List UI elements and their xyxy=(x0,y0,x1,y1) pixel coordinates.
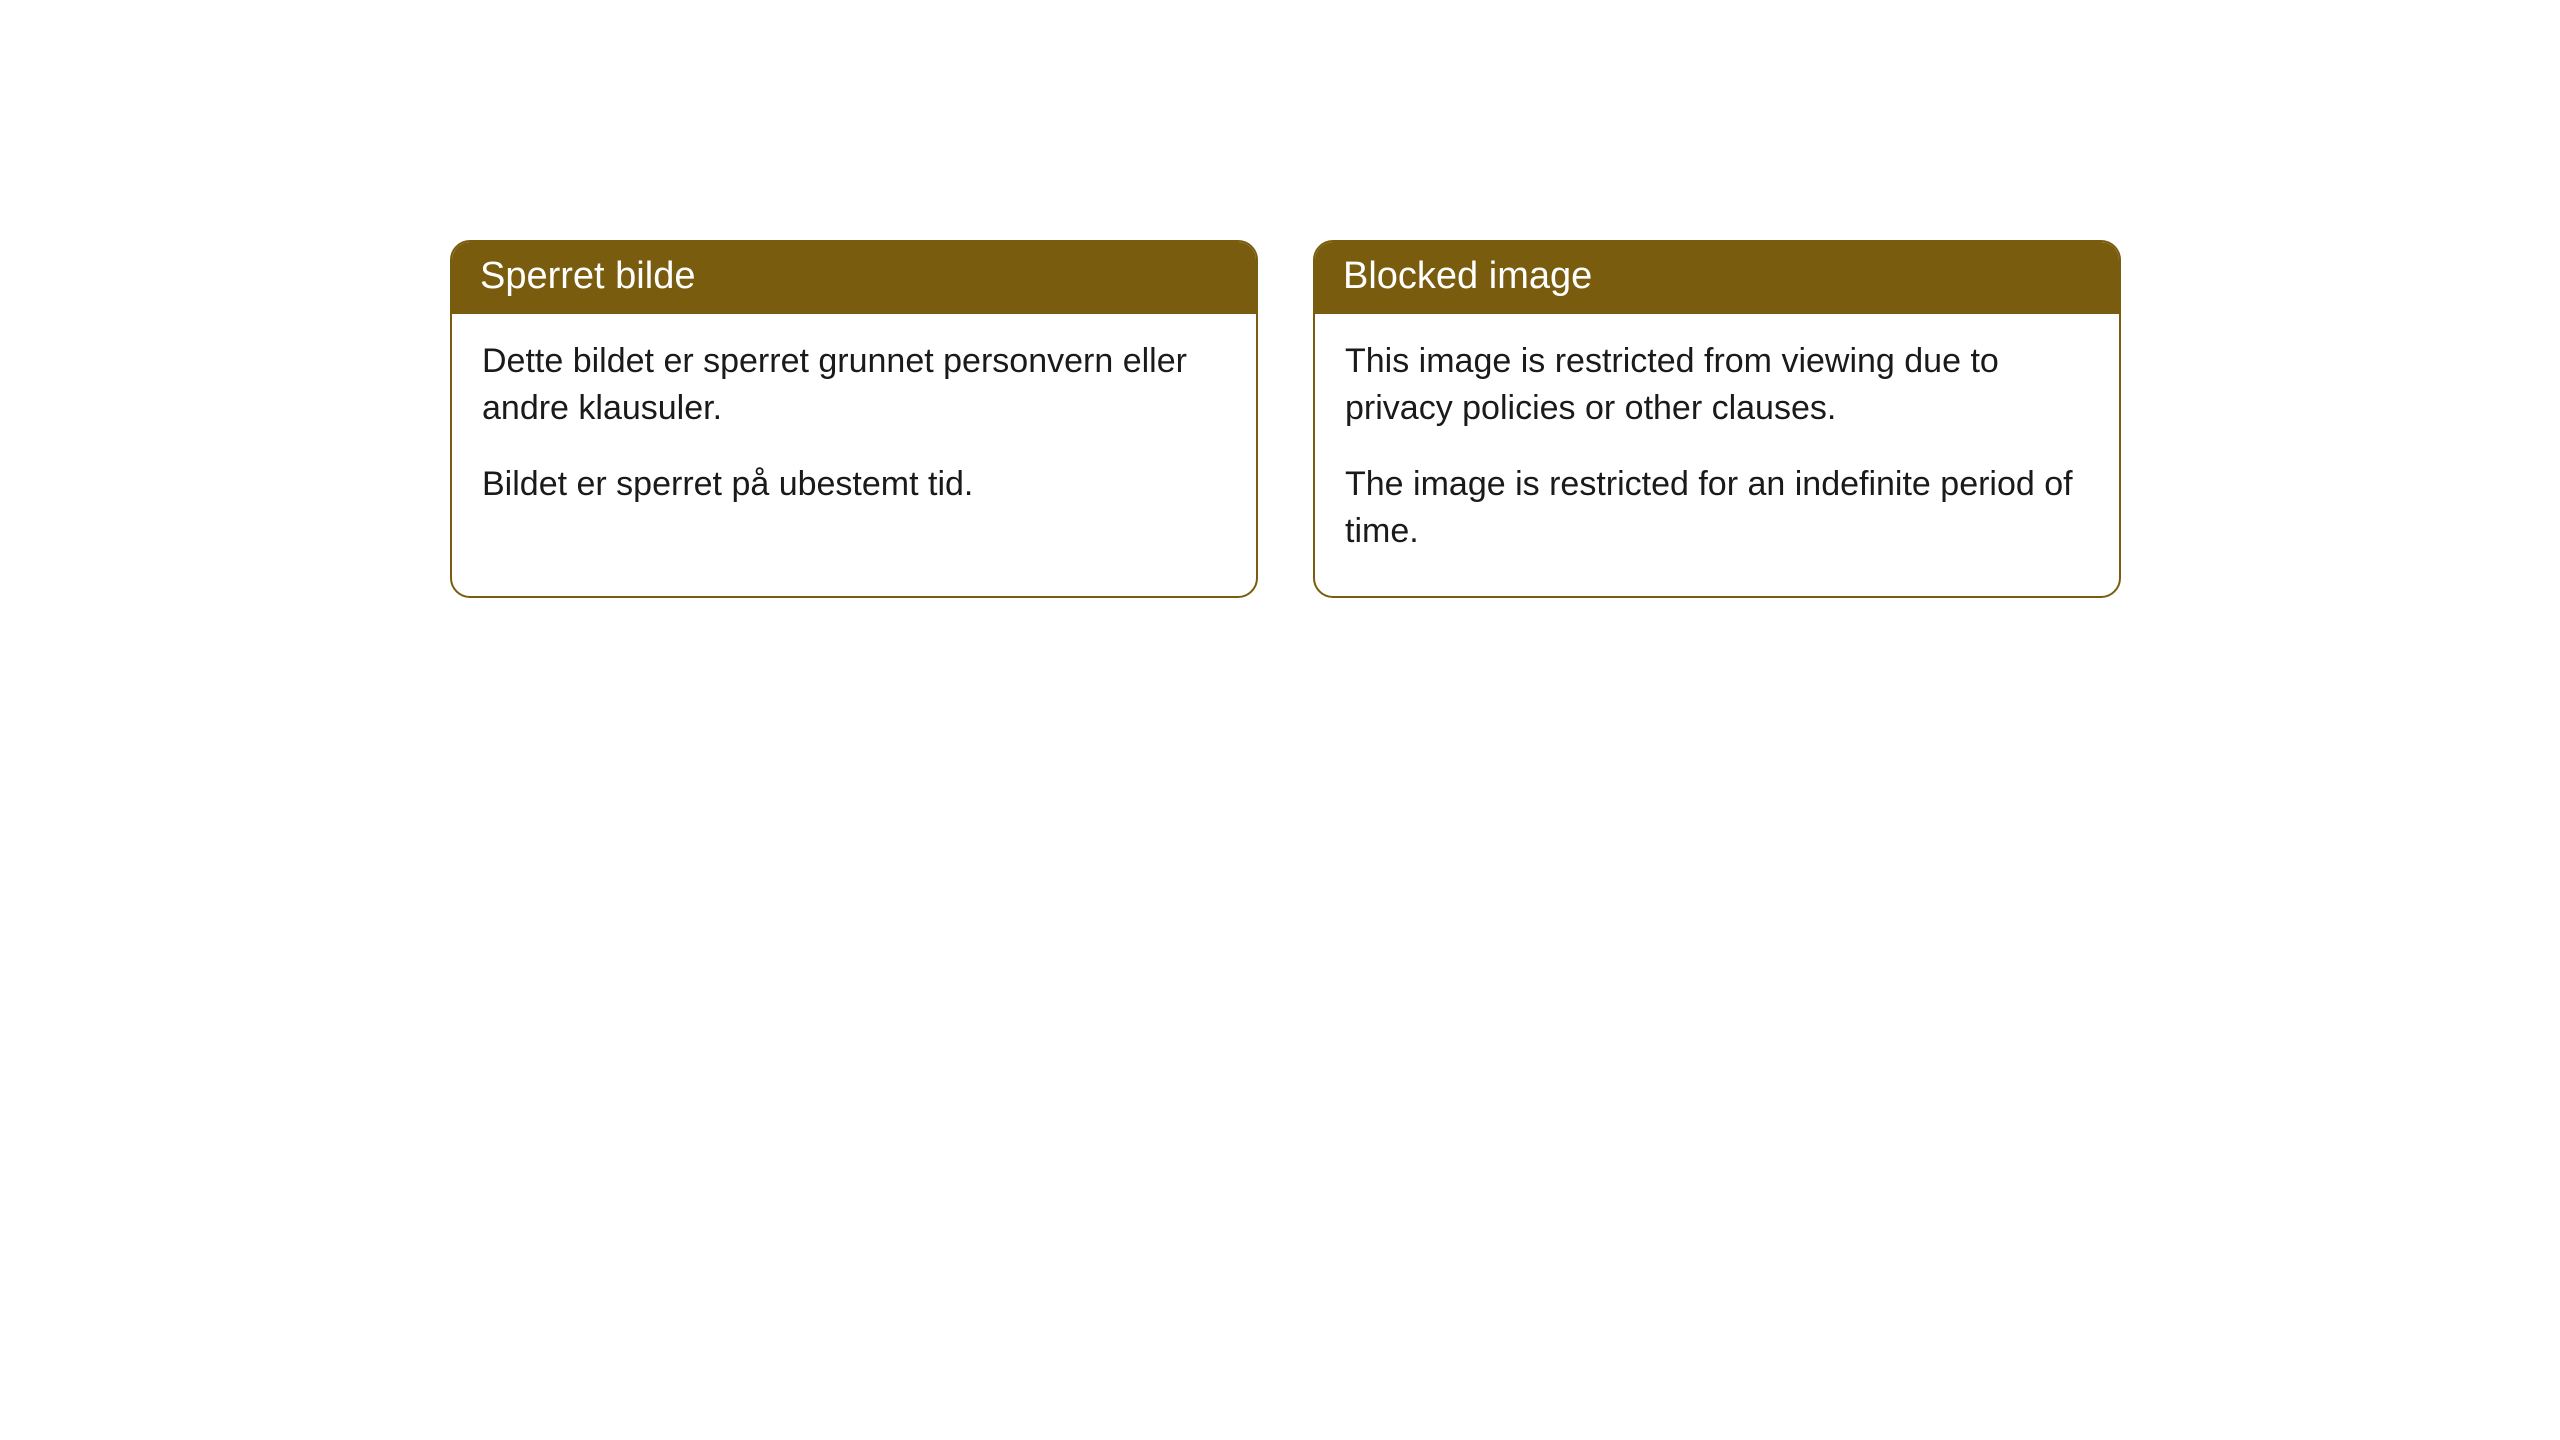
card-body: This image is restricted from viewing du… xyxy=(1315,314,2119,596)
card-title: Sperret bilde xyxy=(452,242,1256,314)
card-paragraph: Dette bildet er sperret grunnet personve… xyxy=(482,338,1226,433)
card-paragraph: The image is restricted for an indefinit… xyxy=(1345,461,2089,556)
card-paragraph: This image is restricted from viewing du… xyxy=(1345,338,2089,433)
card-body: Dette bildet er sperret grunnet personve… xyxy=(452,314,1256,549)
card-title: Blocked image xyxy=(1315,242,2119,314)
notice-card-english: Blocked image This image is restricted f… xyxy=(1313,240,2121,598)
notice-card-norwegian: Sperret bilde Dette bildet er sperret gr… xyxy=(450,240,1258,598)
notice-container: Sperret bilde Dette bildet er sperret gr… xyxy=(0,0,2560,598)
card-paragraph: Bildet er sperret på ubestemt tid. xyxy=(482,461,1226,509)
